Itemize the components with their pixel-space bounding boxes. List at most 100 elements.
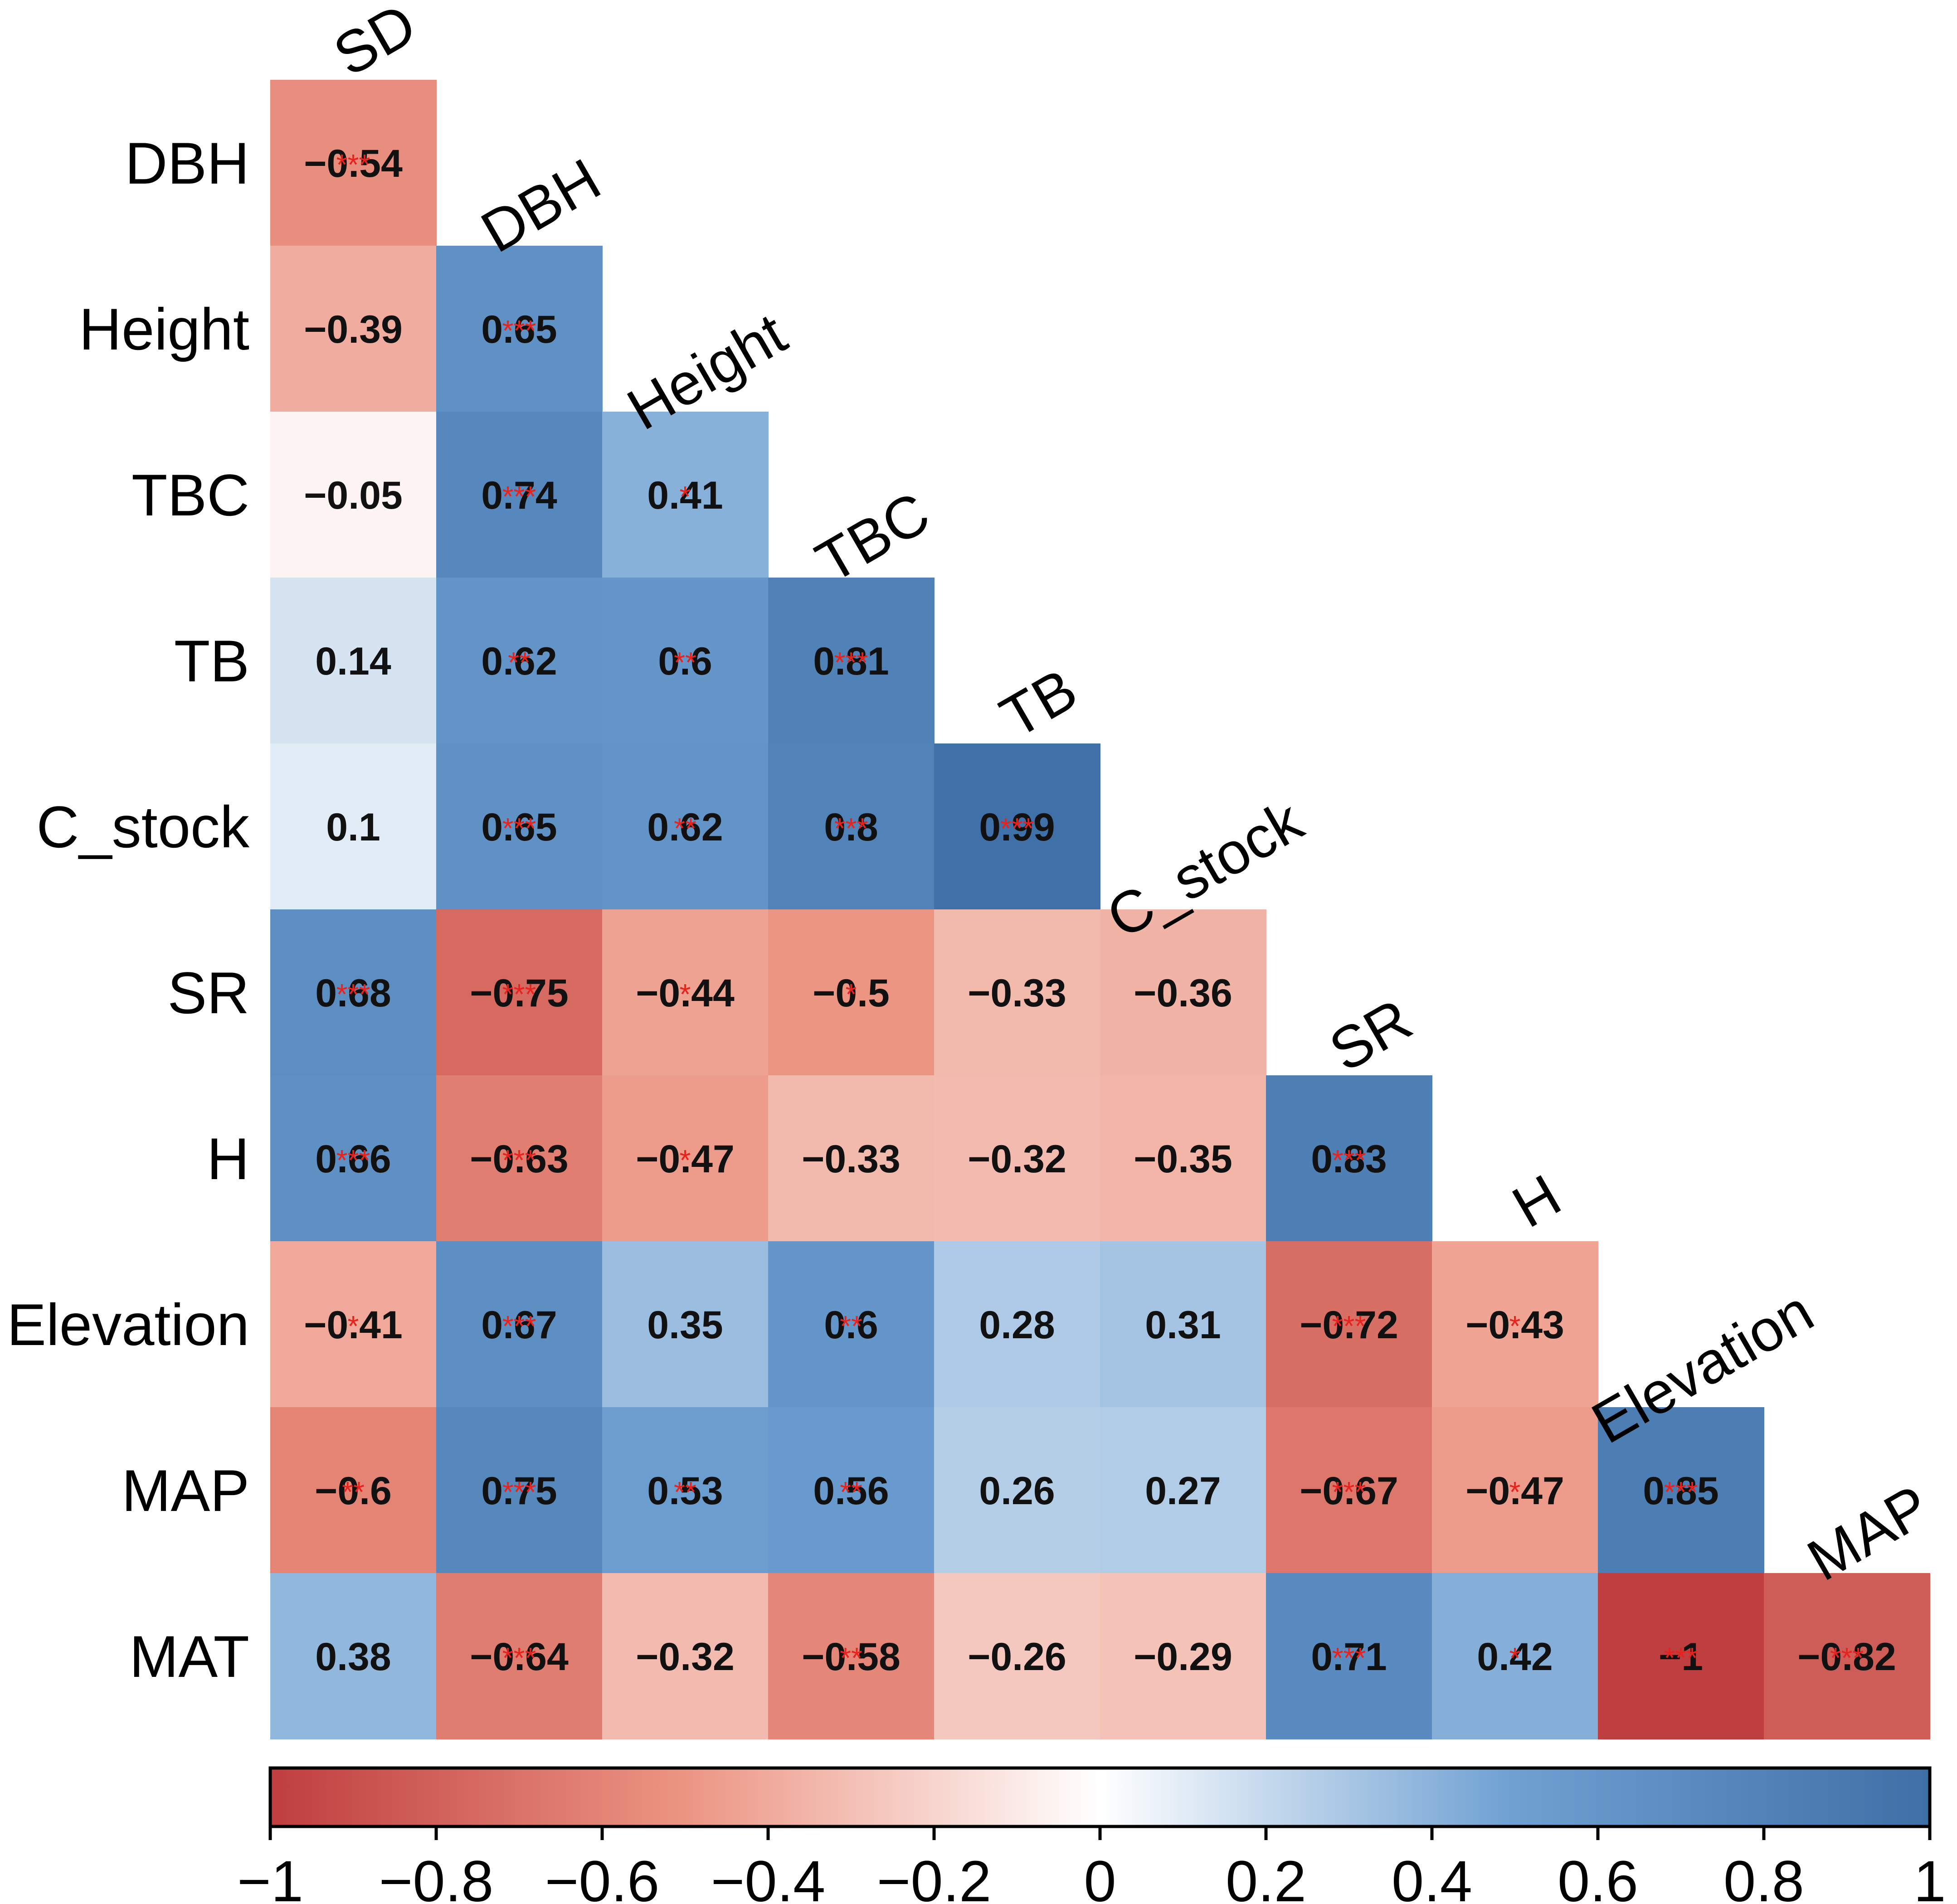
row-label: DBH [125, 130, 249, 196]
heatmap-cell [436, 1407, 603, 1574]
row-label: H [207, 1126, 249, 1192]
cell-value: −0.32 [636, 1635, 735, 1679]
cell-value: 0.35 [647, 1303, 723, 1347]
cell-value: 0.26 [979, 1469, 1055, 1513]
heatmap-cell [768, 1407, 935, 1574]
significance-stars: * [1509, 1476, 1521, 1508]
heatmap-cell [270, 578, 437, 744]
cell-value: 0.8 [824, 806, 878, 849]
significance-stars: *** [502, 480, 536, 513]
cell-value: 0.42 [1477, 1635, 1553, 1679]
heatmap-cell [270, 80, 437, 246]
heatmap-cell [934, 1241, 1100, 1408]
cell-value: 0.85 [1643, 1469, 1718, 1513]
heatmap-cell [1598, 1407, 1764, 1574]
heatmap-cell [436, 412, 603, 578]
cell-value: 0.27 [1145, 1469, 1221, 1513]
heatmap-cell [1432, 1407, 1598, 1574]
significance-stars: ** [840, 1642, 862, 1674]
significance-stars: ** [674, 646, 696, 679]
heatmap-cell [602, 1573, 769, 1739]
significance-stars: *** [1332, 1642, 1366, 1674]
heatmap-cell [934, 743, 1100, 910]
cell-value: −0.54 [304, 142, 403, 185]
heatmap-cell [602, 1075, 769, 1242]
cell-value: −0.63 [470, 1137, 569, 1181]
cell-value: 0.81 [813, 640, 889, 683]
significance-stars: *** [502, 314, 536, 347]
column-label: SD [323, 0, 427, 88]
significance-stars: *** [1664, 1642, 1698, 1674]
cell-value: −0.58 [802, 1635, 901, 1679]
cell-value: −0.47 [1465, 1469, 1564, 1513]
significance-stars: *** [1332, 1310, 1366, 1342]
cell-value: −0.33 [968, 971, 1066, 1015]
column-label: SR [1319, 986, 1422, 1084]
heatmap-cell [1266, 1241, 1432, 1408]
colorbar-tick-label: 0.6 [1558, 1849, 1638, 1904]
row-label: C_stock [36, 794, 250, 860]
colorbar-tick-label: −0.8 [379, 1849, 494, 1904]
colorbar-tick-label: 0.8 [1723, 1849, 1804, 1904]
cell-value: 0.14 [315, 640, 391, 683]
heatmap-cell [934, 909, 1100, 1076]
cell-value: 0.75 [481, 1469, 557, 1513]
cell-value: −0.6 [315, 1469, 392, 1513]
cell-value: −0.43 [1465, 1303, 1564, 1347]
significance-stars: * [1509, 1310, 1521, 1342]
heatmap-cell [1764, 1573, 1930, 1739]
cell-value: −0.75 [470, 971, 569, 1015]
significance-stars: *** [502, 978, 536, 1010]
heatmap-cell [436, 578, 603, 744]
cell-value: 0.53 [647, 1469, 723, 1513]
row-label: MAP [122, 1457, 249, 1524]
cell-value: 0.6 [658, 640, 712, 683]
heatmap-cell [270, 1075, 437, 1242]
significance-stars: *** [502, 1476, 536, 1508]
row-label: TB [174, 628, 249, 694]
cell-value: 0.6 [824, 1303, 878, 1347]
heatmap-cell [602, 743, 769, 910]
significance-stars: *** [336, 148, 370, 181]
cell-value: −0.35 [1134, 1137, 1232, 1181]
heatmap-cell [1100, 909, 1266, 1076]
heatmap-cell [602, 578, 769, 744]
cell-value: 0.99 [979, 806, 1055, 849]
cell-value: 0.31 [1145, 1303, 1221, 1347]
heatmap-cell [270, 246, 437, 412]
heatmap-cell [768, 743, 935, 910]
cell-value: −0.41 [304, 1303, 403, 1347]
cell-value: −0.47 [636, 1137, 735, 1181]
significance-stars: *** [502, 812, 536, 845]
heatmap-cells: −0.54***−0.39 0.65***−0.05 0.74*** 0.41*0.1… [270, 80, 1930, 1739]
heatmap-cell [1100, 1407, 1266, 1574]
significance-stars: *** [336, 1144, 370, 1176]
cell-value: −1 [1659, 1635, 1703, 1679]
cell-value: 0.66 [315, 1137, 391, 1181]
heatmap-cell [602, 909, 769, 1076]
heatmap-cell [1100, 1075, 1266, 1242]
colorbar-tick-label: −0.2 [877, 1849, 992, 1904]
heatmap-cell [270, 1241, 437, 1408]
significance-stars: *** [502, 1642, 536, 1674]
cell-value: 0.74 [481, 474, 557, 517]
significance-stars: ** [342, 1476, 365, 1508]
cell-value: 0.28 [979, 1303, 1055, 1347]
colorbar-tick-label: −0.6 [545, 1849, 660, 1904]
heatmap-cell [768, 909, 935, 1076]
row-labels: DBH Height TBC TB C_stock SR H Elevation MAP MAT [7, 130, 250, 1690]
significance-stars: *** [1664, 1476, 1698, 1508]
colorbar-tick-label: −1 [237, 1849, 303, 1904]
significance-stars: *** [336, 978, 370, 1010]
heatmap-cell [270, 1407, 437, 1574]
colorbar-tick-label: 1 [1913, 1849, 1946, 1904]
cell-value: 0.83 [1311, 1137, 1387, 1181]
heatmap-cell [934, 1573, 1100, 1739]
row-label: TBC [131, 462, 249, 528]
heatmap-cell [768, 1075, 935, 1242]
colorbar: −1 −0.8 −0.6 −0.4 −0.2 0 0.2 0.4 0.6 0.8 1 [237, 1766, 1946, 1904]
significance-stars: *** [502, 1310, 536, 1342]
heatmap-cell [270, 1573, 437, 1739]
heatmap-cell [1432, 1241, 1598, 1408]
